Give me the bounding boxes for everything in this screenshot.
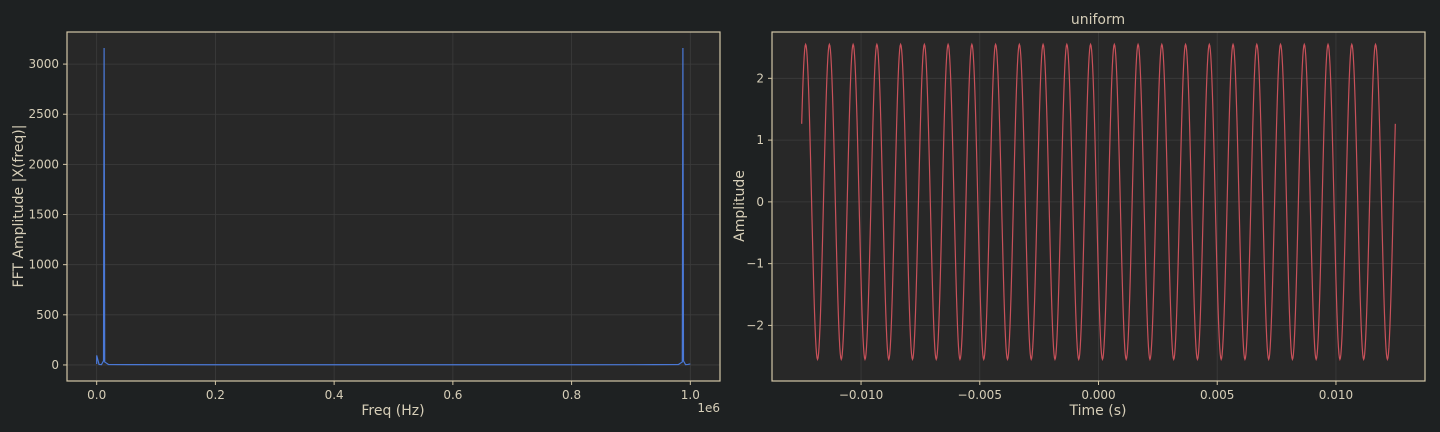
fft-axes-frame (66, 31, 721, 382)
fft-x-tick-label: 0.6 (443, 388, 462, 402)
signal-x-tick-label: −0.005 (958, 388, 1002, 402)
fft-y-tick-label: 3000 (28, 57, 59, 71)
fft-y-tick-label: 2500 (28, 107, 59, 121)
fft-spectrum-line (96, 48, 691, 366)
signal-y-tick-label: −1 (746, 257, 764, 271)
signal-series (801, 42, 1396, 362)
signal-waveform-line (801, 42, 1396, 362)
fft-y-tick-label: 0 (51, 358, 59, 372)
signal-x-axis-label: Time (s) (1069, 403, 1127, 419)
fft-y-axis-label: FFT Amplitude |X(freq)| (11, 125, 27, 288)
fft-y-tick-label: 2000 (28, 157, 59, 171)
fft-x-tick-label: 1.0 (681, 388, 700, 402)
fft-x-axis-label: Freq (Hz) (361, 403, 424, 419)
fft-y-tick-label: 500 (36, 308, 59, 322)
fft-series (96, 48, 691, 366)
signal-y-axis-label: Amplitude (732, 170, 748, 242)
fft-x-tick-label: 0.0 (87, 388, 106, 402)
fft-chart: 0.0 0.2 0.4 0.6 0.8 1.0 0 500 1000 1500 2000 2500 30… (11, 31, 721, 419)
signal-y-tick-label: 1 (756, 133, 764, 147)
signal-chart: −0.010 −0.005 0.000 0.005 0.010 −2 −1 0 1 2 unifo… (732, 12, 1426, 419)
fft-x-offset-label: 1e6 (697, 401, 720, 415)
fft-y-tick-label: 1500 (28, 208, 59, 222)
fft-ticks: 0.0 0.2 0.4 0.6 0.8 1.0 0 500 1000 1500 2000 2500 30… (28, 57, 699, 402)
fft-x-tick-label: 0.4 (325, 388, 344, 402)
fft-x-tick-label: 0.2 (206, 388, 225, 402)
signal-y-tick-label: 2 (756, 71, 764, 85)
fft-axes-background (67, 32, 720, 381)
signal-y-tick-label: −2 (746, 318, 764, 332)
signal-y-tick-label: 0 (756, 195, 764, 209)
signal-title: uniform (1071, 12, 1125, 28)
fft-y-tick-label: 1000 (28, 258, 59, 272)
signal-x-tick-label: 0.010 (1319, 388, 1353, 402)
signal-ticks: −0.010 −0.005 0.000 0.005 0.010 −2 −1 0 1 2 (746, 71, 1353, 402)
signal-x-tick-label: −0.010 (839, 388, 883, 402)
signal-axes-frame (771, 31, 1426, 382)
signal-x-tick-label: 0.005 (1200, 388, 1234, 402)
fft-x-tick-label: 0.8 (562, 388, 581, 402)
signal-x-tick-label: 0.000 (1081, 388, 1115, 402)
